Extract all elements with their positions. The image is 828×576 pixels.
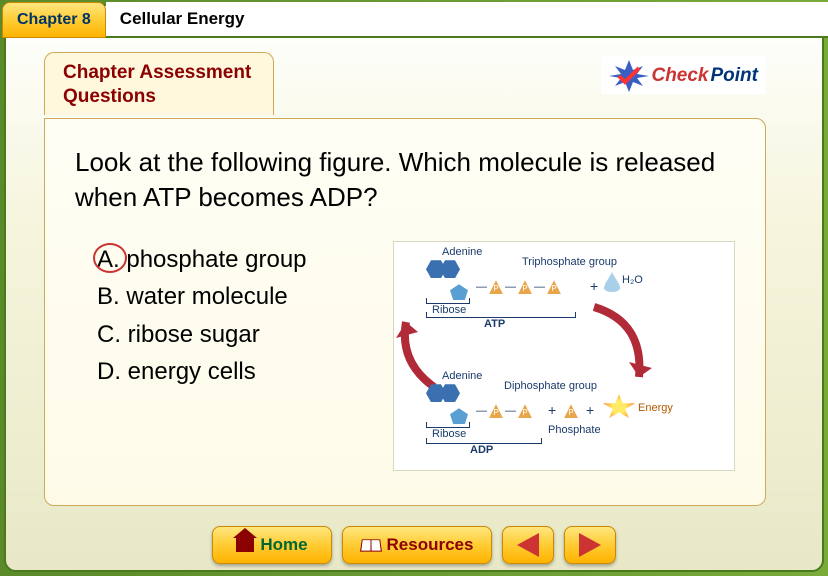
home-icon xyxy=(236,538,254,552)
chapter-tab[interactable]: Chapter 8 xyxy=(2,2,106,38)
arrow-left-icon xyxy=(517,533,539,557)
home-button[interactable]: Home xyxy=(212,526,332,564)
triphosphate-icon: —P—P—P xyxy=(476,280,561,294)
resources-label: Resources xyxy=(387,535,474,555)
bottom-nav: Home Resources xyxy=(6,526,822,564)
prev-button[interactable] xyxy=(502,526,554,564)
resources-button[interactable]: Resources xyxy=(342,526,492,564)
fig-label-energy: Energy xyxy=(638,402,673,414)
free-phosphate-icon: P xyxy=(564,404,578,418)
fig-label-diphosphate: Diphosphate group xyxy=(504,380,597,392)
home-label: Home xyxy=(260,535,307,555)
answer-letter: B. xyxy=(97,283,120,310)
checkpoint-check-text: Check xyxy=(651,65,708,87)
section-tab: Chapter Assessment Questions xyxy=(44,52,274,115)
checkpoint-badge: CheckPoint xyxy=(601,56,766,94)
answer-text: phosphate group xyxy=(126,246,306,273)
checkpoint-point-text: Point xyxy=(711,65,759,87)
answer-b[interactable]: B. water molecule xyxy=(97,278,375,315)
plus-icon: + xyxy=(586,402,594,418)
checkpoint-burst-icon xyxy=(609,60,649,92)
water-drop-icon xyxy=(604,272,620,292)
section-title-l2: Questions xyxy=(63,85,255,109)
section-title-l1: Chapter Assessment xyxy=(63,61,255,85)
next-button[interactable] xyxy=(564,526,616,564)
answer-text: ribose sugar xyxy=(128,321,260,348)
answer-d[interactable]: D. energy cells xyxy=(97,353,375,390)
fig-label-phosphate: Phosphate xyxy=(548,424,601,436)
answer-text: energy cells xyxy=(128,358,256,385)
answer-list: A. phosphate group B. water molecule C. … xyxy=(75,241,375,471)
atp-adp-figure: Adenine Triphosphate group —P—P—P + H₂O xyxy=(393,241,735,471)
chapter-label: Chapter 8 xyxy=(17,11,91,29)
fig-label-h2o: H₂O xyxy=(622,274,643,286)
fig-label-adenine-top: Adenine xyxy=(442,246,482,258)
answer-c[interactable]: C. ribose sugar xyxy=(97,316,375,353)
top-bar: Chapter 8 Cellular Energy xyxy=(2,2,828,40)
content-panel: Look at the following figure. Which mole… xyxy=(44,118,766,506)
answer-text: water molecule xyxy=(126,283,287,310)
fig-label-adenine-bot: Adenine xyxy=(442,370,482,382)
chapter-title-bar: Cellular Energy xyxy=(106,2,828,38)
answer-circle-icon xyxy=(93,243,127,273)
arrow-right-icon xyxy=(579,533,601,557)
answer-a[interactable]: A. phosphate group xyxy=(97,241,375,278)
plus-icon: + xyxy=(548,402,556,418)
question-text: Look at the following figure. Which mole… xyxy=(75,145,735,215)
cycle-arrow-down-icon xyxy=(584,302,654,392)
fig-label-atp: ATP xyxy=(484,318,505,330)
energy-burst-icon xyxy=(602,394,636,420)
fig-label-triphosphate: Triphosphate group xyxy=(522,256,617,268)
adenine-bot-icon xyxy=(426,384,460,402)
answer-letter: D. xyxy=(97,358,121,385)
book-icon xyxy=(360,539,382,551)
fig-label-adp: ADP xyxy=(470,444,493,456)
adenine-top-icon xyxy=(426,260,460,278)
answer-letter: C. xyxy=(97,321,121,348)
plus-icon: + xyxy=(590,278,598,294)
diphosphate-icon: —P—P xyxy=(476,404,532,418)
chapter-title: Cellular Energy xyxy=(120,9,245,29)
